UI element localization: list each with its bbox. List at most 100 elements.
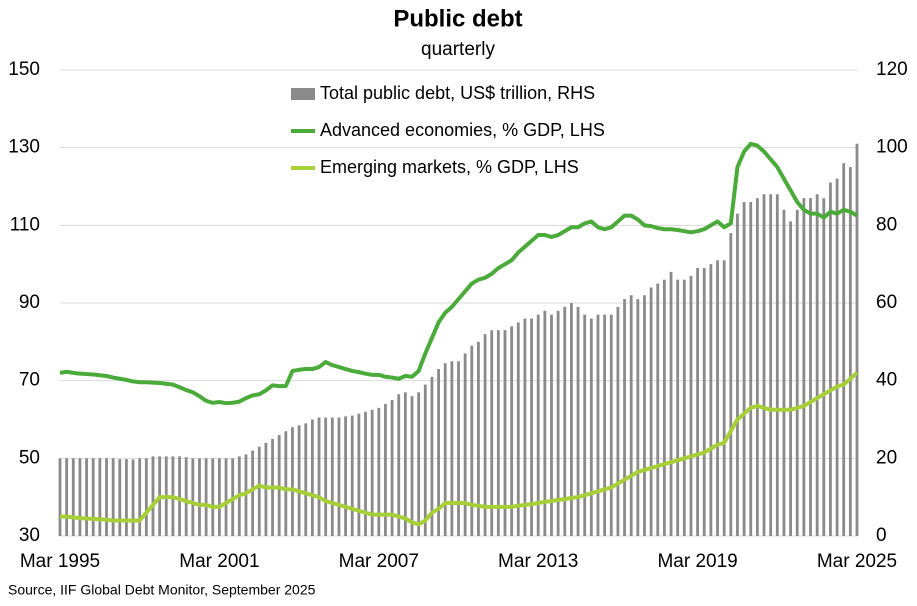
bar <box>304 423 308 536</box>
bar <box>636 299 640 536</box>
bar <box>762 194 766 536</box>
bar <box>58 458 62 536</box>
bar <box>689 275 693 536</box>
bar <box>809 198 812 536</box>
bar <box>556 310 560 536</box>
bar <box>829 182 832 536</box>
bar <box>570 303 573 536</box>
chart-subtitle: quarterly <box>421 39 495 60</box>
y-tick-label: 110 <box>10 214 40 235</box>
bar <box>191 458 195 536</box>
bar <box>855 143 859 537</box>
bar <box>91 458 95 536</box>
bar <box>716 260 719 536</box>
bar <box>649 287 653 536</box>
bar <box>98 458 102 536</box>
bar <box>370 409 374 536</box>
x-tick-label: Mar 1995 <box>20 551 100 572</box>
bar <box>397 394 401 536</box>
bar <box>669 271 673 536</box>
bar <box>656 283 660 536</box>
bar <box>178 456 181 536</box>
y-tick-label: 130 <box>8 137 40 158</box>
bar <box>490 330 494 536</box>
bar <box>297 425 301 536</box>
chart-title: Public debt <box>393 5 522 32</box>
bar <box>151 456 155 536</box>
bar <box>769 194 773 536</box>
y2-tick-label: 100 <box>876 137 908 158</box>
bar <box>583 314 587 536</box>
y-tick-label: 150 <box>8 59 40 80</box>
bar <box>662 279 666 536</box>
bar <box>530 318 533 536</box>
bar <box>848 167 852 537</box>
bar <box>251 450 255 536</box>
y-tick-label: 30 <box>19 525 40 546</box>
bar <box>390 400 394 536</box>
bar <box>330 417 334 536</box>
bar <box>291 427 294 536</box>
bar <box>105 458 108 536</box>
bar <box>437 369 440 536</box>
bar <box>310 419 314 536</box>
bar <box>211 458 215 536</box>
bar <box>198 458 201 536</box>
y2-tick-label: 80 <box>876 214 897 235</box>
bar <box>563 306 567 536</box>
bar <box>65 458 69 536</box>
bar <box>496 330 500 536</box>
y-tick-label: 70 <box>19 370 40 391</box>
bar <box>443 363 447 536</box>
bar <box>257 446 261 536</box>
bar <box>589 318 593 536</box>
bar <box>78 458 82 536</box>
bar <box>609 314 613 536</box>
bar <box>204 458 208 536</box>
bar <box>125 459 128 536</box>
y-tick-label: 50 <box>19 447 40 468</box>
bar <box>218 458 221 536</box>
source-note: Source, IIF Global Debt Monitor, Septemb… <box>8 582 316 598</box>
bar <box>377 407 381 536</box>
bar <box>616 306 620 536</box>
bar <box>423 384 427 536</box>
bar <box>623 299 626 536</box>
bar <box>138 458 142 536</box>
bar <box>364 411 367 536</box>
bar <box>736 213 739 536</box>
bar <box>722 260 726 536</box>
bar <box>749 202 753 537</box>
bar <box>144 458 148 536</box>
bar <box>629 295 633 536</box>
bar <box>324 417 328 536</box>
bar <box>536 314 540 536</box>
y2-tick-label: 0 <box>876 525 887 546</box>
bar <box>384 403 387 536</box>
bar <box>696 268 699 536</box>
bar <box>795 209 799 537</box>
y2-tick-label: 20 <box>876 447 897 468</box>
legend-label: Emerging markets, % GDP, LHS <box>320 157 579 177</box>
y2-tick-label: 120 <box>876 59 908 80</box>
bar <box>430 376 434 536</box>
bar <box>111 458 115 536</box>
bar <box>510 326 514 536</box>
bar <box>337 417 341 536</box>
bar <box>789 221 792 536</box>
bar <box>676 279 680 536</box>
y2-tick-label: 60 <box>876 292 897 313</box>
bar <box>755 198 759 536</box>
bar <box>317 417 321 536</box>
bar <box>543 310 547 536</box>
bar <box>782 209 786 537</box>
bar <box>118 459 122 536</box>
x-tick-label: Mar 2019 <box>657 551 737 572</box>
bar <box>71 458 75 536</box>
bar <box>450 361 454 536</box>
bar <box>550 314 553 536</box>
bar <box>815 194 819 536</box>
bar <box>842 163 846 536</box>
bar <box>483 334 487 536</box>
legend-label: Advanced economies, % GDP, LHS <box>320 120 605 140</box>
